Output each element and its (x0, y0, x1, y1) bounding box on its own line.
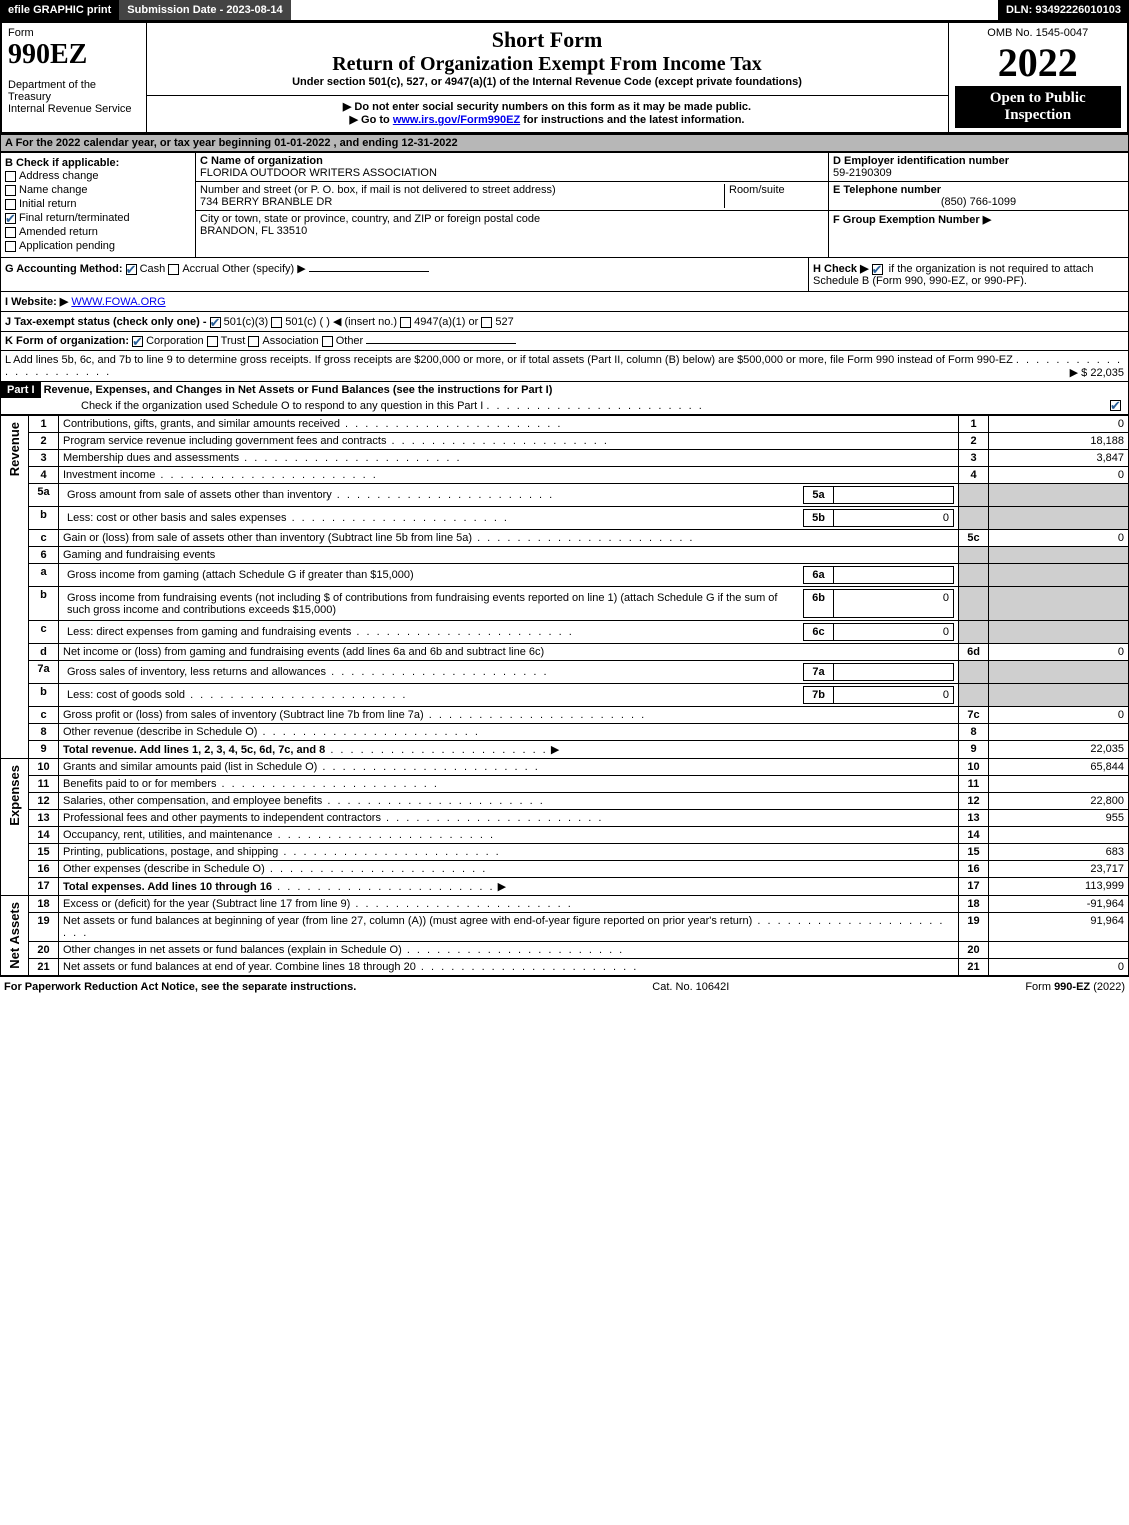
line-a: A For the 2022 calendar year, or tax yea… (0, 134, 1129, 152)
top-bar: efile GRAPHIC print Submission Date - 20… (0, 0, 1129, 21)
dln-label: DLN: 93492226010103 (998, 0, 1129, 20)
c-label: C Name of organization (200, 155, 323, 167)
line-l: L Add lines 5b, 6c, and 7b to line 9 to … (0, 351, 1129, 382)
l-text: L Add lines 5b, 6c, and 7b to line 9 to … (5, 354, 1013, 366)
k-other-input[interactable] (366, 343, 516, 344)
website-link[interactable]: WWW.FOWA.ORG (71, 296, 165, 308)
name-change-checkbox[interactable] (5, 185, 16, 196)
k-assoc-checkbox[interactable] (248, 336, 259, 347)
b-checkboxes: B Check if applicable: Address change Na… (1, 153, 196, 257)
no-ssn-notice: ▶ Do not enter social security numbers o… (153, 100, 942, 113)
f-label: F Group Exemption Number ▶ (833, 214, 991, 226)
h-label: H Check ▶ (813, 263, 869, 275)
app-pending-checkbox[interactable] (5, 241, 16, 252)
submission-date: Submission Date - 2023-08-14 (119, 0, 290, 20)
footer-left: For Paperwork Reduction Act Notice, see … (4, 981, 356, 993)
accrual-checkbox[interactable] (168, 264, 179, 275)
i-label: I Website: ▶ (5, 296, 68, 308)
k-label: K Form of organization: (5, 335, 129, 347)
efile-label[interactable]: efile GRAPHIC print (0, 0, 119, 20)
other-method-input[interactable] (309, 271, 429, 272)
addr-change-checkbox[interactable] (5, 171, 16, 182)
omb-number: OMB No. 1545-0047 (955, 27, 1122, 39)
short-form-title: Short Form (153, 27, 942, 53)
amended-return-checkbox[interactable] (5, 227, 16, 238)
g-h-row: G Accounting Method: Cash Accrual Other … (0, 258, 1129, 292)
dept-label: Department of the Treasury (8, 79, 140, 103)
initial-return-checkbox[interactable] (5, 199, 16, 210)
d-label: D Employer identification number (833, 155, 1009, 167)
part1-table: Revenue 1 Contributions, gifts, grants, … (0, 415, 1129, 976)
j-4947-checkbox[interactable] (400, 317, 411, 328)
city-value: BRANDON, FL 33510 (200, 225, 307, 237)
final-return-checkbox[interactable] (5, 213, 16, 224)
goto-link[interactable]: ▶ Go to www.irs.gov/Form990EZ for instru… (153, 113, 942, 126)
b-label: B Check if applicable: (5, 157, 191, 169)
d-e-f-section: D Employer identification number 59-2190… (828, 153, 1128, 257)
ein-value: 59-2190309 (833, 167, 892, 179)
tax-year: 2022 (955, 39, 1122, 86)
k-trust-checkbox[interactable] (207, 336, 218, 347)
form-header: Form 990EZ Department of the Treasury In… (0, 21, 1129, 134)
phone-value: (850) 766-1099 (833, 196, 1124, 208)
part1-schedule-o-checkbox[interactable] (1110, 400, 1121, 411)
street-label: Number and street (or P. O. box, if mail… (200, 184, 556, 196)
part1-check-line: Check if the organization used Schedule … (81, 400, 483, 412)
part1-header: Part I Revenue, Expenses, and Changes in… (0, 382, 1129, 415)
expenses-side-label: Expenses (5, 761, 24, 830)
e-label: E Telephone number (833, 184, 941, 196)
k-other-checkbox[interactable] (322, 336, 333, 347)
j-label: J Tax-exempt status (check only one) - (5, 316, 207, 328)
part1-tag: Part I (1, 382, 41, 398)
street-value: 734 BERRY BRANBLE DR (200, 196, 332, 208)
net-assets-side-label: Net Assets (5, 898, 24, 973)
website-row: I Website: ▶ WWW.FOWA.ORG (0, 292, 1129, 312)
city-label: City or town, state or province, country… (200, 213, 540, 225)
entity-section: B Check if applicable: Address change Na… (0, 152, 1129, 258)
part1-title: Revenue, Expenses, and Changes in Net As… (44, 384, 553, 396)
open-inspection: Open to Public Inspection (955, 86, 1122, 128)
k-corp-checkbox[interactable] (132, 336, 143, 347)
h-checkbox[interactable] (872, 264, 883, 275)
tax-exempt-row: J Tax-exempt status (check only one) - 5… (0, 312, 1129, 332)
room-label: Room/suite (729, 184, 785, 196)
revenue-side-label: Revenue (5, 418, 24, 480)
footer-mid: Cat. No. 10642I (652, 981, 729, 993)
l-amount: ▶ $ 22,035 (1070, 366, 1124, 379)
irs-link[interactable]: www.irs.gov/Form990EZ (393, 114, 520, 126)
form-org-row: K Form of organization: Corporation Trus… (0, 332, 1129, 351)
irs-label: Internal Revenue Service (8, 103, 140, 115)
page-footer: For Paperwork Reduction Act Notice, see … (0, 976, 1129, 997)
subtitle: Under section 501(c), 527, or 4947(a)(1)… (153, 76, 942, 88)
form-word: Form (8, 27, 140, 39)
c-section: C Name of organization FLORIDA OUTDOOR W… (196, 153, 828, 257)
j-501c3-checkbox[interactable] (210, 317, 221, 328)
org-name: FLORIDA OUTDOOR WRITERS ASSOCIATION (200, 167, 437, 179)
g-label: G Accounting Method: (5, 263, 123, 275)
j-527-checkbox[interactable] (481, 317, 492, 328)
footer-right: Form 990-EZ (2022) (1025, 981, 1125, 993)
cash-checkbox[interactable] (126, 264, 137, 275)
return-title: Return of Organization Exempt From Incom… (153, 53, 942, 76)
j-501c-checkbox[interactable] (271, 317, 282, 328)
form-number: 990EZ (8, 39, 140, 71)
